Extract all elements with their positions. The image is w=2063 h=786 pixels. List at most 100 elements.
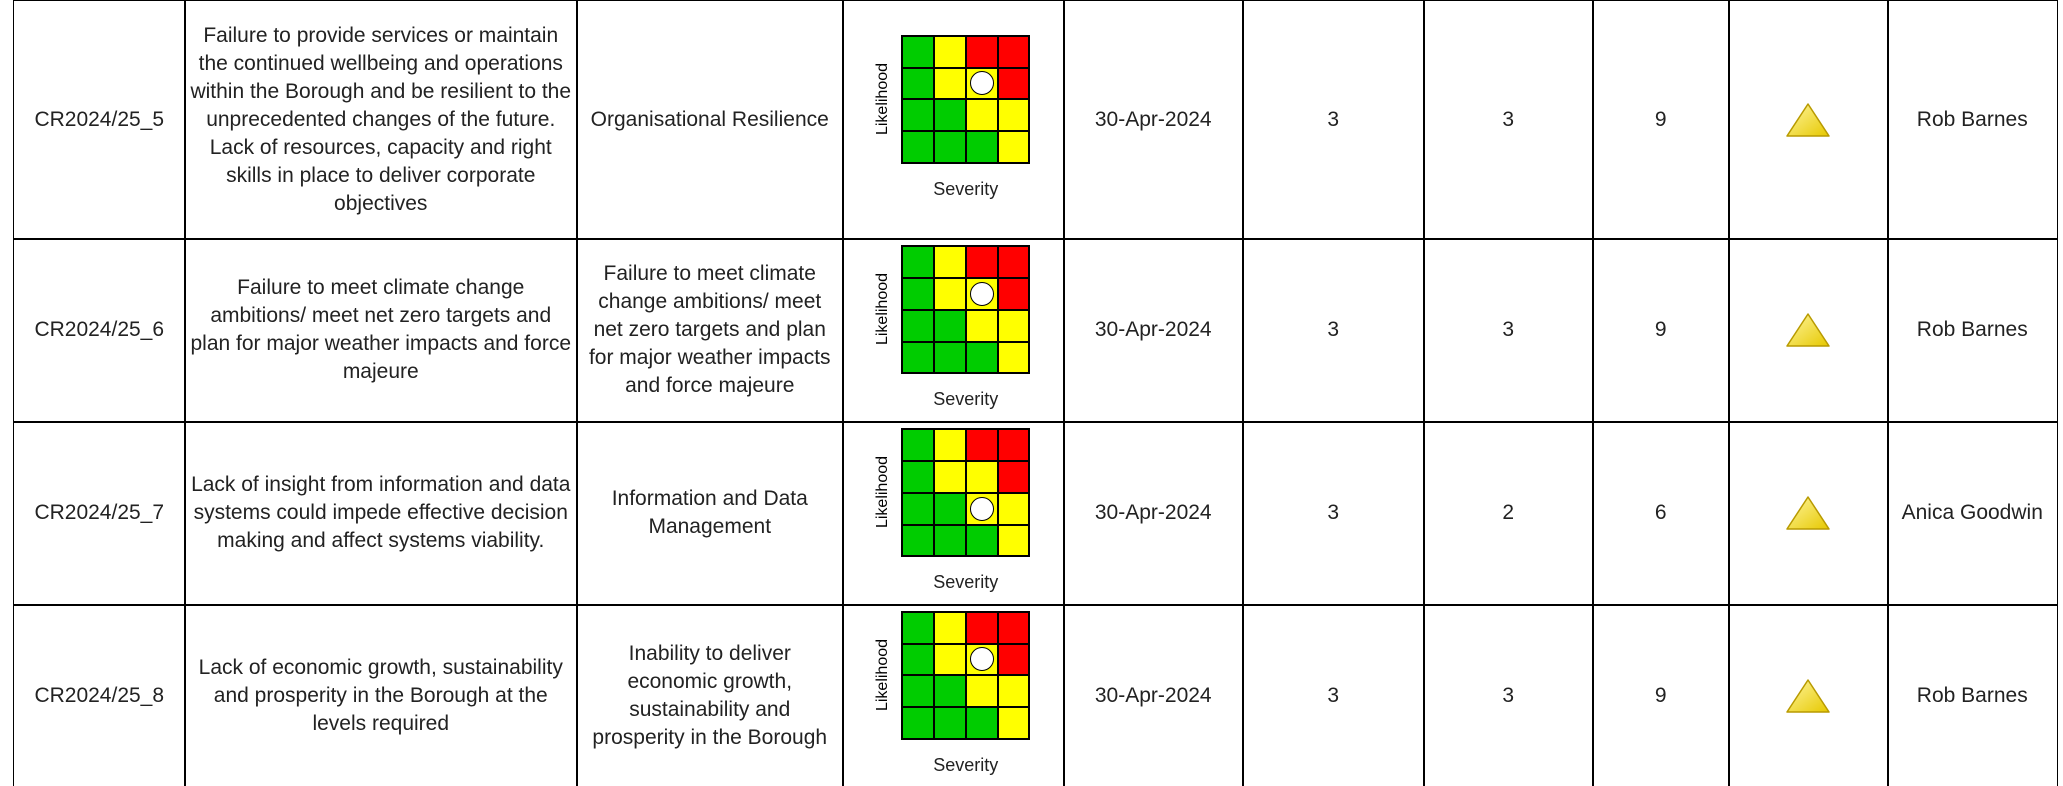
matrix-grid (901, 34, 1031, 164)
matrix-cell (997, 67, 1030, 100)
matrix-cell (997, 341, 1030, 374)
table-cell: Likelihood Severity (842, 0, 1065, 240)
matrix-cell (997, 278, 1030, 310)
table-cell: CR2024/25_8 (13, 604, 186, 786)
cell-text: CR2024/25_6 (34, 318, 165, 342)
table-cell: Anica Goodwin (1887, 421, 2058, 606)
cell-text: Information and Data Management (611, 487, 808, 539)
cell-text: 30-Apr-2024 (1094, 107, 1212, 131)
matrix-cell (997, 492, 1030, 525)
status-icon (1786, 313, 1830, 347)
matrix-cell (934, 492, 966, 525)
matrix-cell (997, 246, 1030, 278)
table-cell: Failure to meet climate change ambitions… (576, 238, 844, 423)
matrix-cell (965, 99, 998, 131)
table-cell: Rob Barnes (1887, 604, 2058, 786)
cell-text: 3 (1502, 318, 1515, 342)
matrix-cell (934, 461, 966, 493)
matrix-cell (934, 707, 966, 739)
cell-text: 3 (1327, 107, 1340, 131)
table-cell: CR2024/25_7 (13, 421, 186, 606)
cell-text: Failure to meet climate change ambitions… (588, 262, 831, 398)
risk-marker (969, 647, 994, 672)
matrix-cell (997, 524, 1030, 557)
matrix-cell (934, 675, 966, 707)
likelihood-label: Likelihood (874, 273, 892, 346)
matrix-cell (997, 461, 1030, 493)
matrix-cell (934, 131, 966, 163)
risk-marker (969, 281, 994, 306)
matrix-cell (902, 675, 934, 707)
cell-text: 2 (1502, 501, 1515, 525)
table-cell: Failure to meet climate change ambitions… (184, 238, 578, 423)
matrix-cell (902, 278, 934, 310)
table-cell: Organisational Resilience (576, 0, 844, 240)
cell-text: Lack of insight from information and dat… (191, 473, 571, 553)
severity-label: Severity (933, 389, 999, 410)
severity-label: Severity (933, 754, 999, 775)
matrix-cell (997, 309, 1030, 342)
cell-text: 3 (1327, 501, 1340, 525)
matrix-cell (934, 99, 966, 131)
table-cell: 2 (1423, 421, 1594, 606)
status-icon (1786, 103, 1830, 137)
table-cell: 9 (1592, 604, 1730, 786)
table-cell: 3 (1423, 238, 1594, 423)
cell-text: 3 (1327, 683, 1340, 707)
cell-text: CR2024/25_5 (34, 107, 165, 131)
table-cell: Information and Data Management (576, 421, 844, 606)
matrix-cell (902, 707, 934, 739)
severity-label: Severity (933, 572, 999, 593)
matrix-cell (902, 131, 934, 163)
matrix-cell (997, 35, 1030, 68)
status-icon (1786, 496, 1830, 530)
matrix-cell (934, 524, 966, 557)
table-cell (1728, 421, 1889, 606)
table-cell: Failure to provide services or maintain … (184, 0, 578, 240)
matrix-grid (901, 428, 1031, 558)
cell-text: Lack of economic growth, sustainability … (198, 655, 563, 735)
matrix-cell (902, 461, 934, 493)
cell-text: 30-Apr-2024 (1094, 501, 1212, 525)
matrix-cell (997, 707, 1030, 739)
cell-text: 3 (1502, 683, 1515, 707)
risk-matrix: Likelihood Severity (873, 610, 1033, 781)
cell-text: Rob Barnes (1916, 318, 2028, 342)
table-cell: 3 (1242, 238, 1425, 423)
matrix-cell (965, 611, 998, 644)
matrix-cell (934, 341, 966, 374)
matrix-cell (902, 492, 934, 525)
cell-text: 3 (1502, 107, 1515, 131)
matrix-grid (901, 610, 1031, 740)
risk-marker (969, 496, 994, 521)
matrix-cell (934, 611, 966, 644)
cell-text: Failure to meet climate change ambitions… (190, 276, 571, 384)
matrix-cell (902, 67, 934, 100)
table-cell: Likelihood Severity (842, 238, 1065, 423)
table-cell (1728, 238, 1889, 423)
cell-text: Inability to deliver economic growth, su… (592, 641, 828, 749)
matrix-cell (965, 429, 998, 461)
matrix-grid (901, 245, 1031, 375)
table-cell: 30-Apr-2024 (1063, 604, 1244, 786)
table-cell: 9 (1592, 0, 1730, 240)
matrix-cell (965, 35, 998, 68)
cell-text: CR2024/25_7 (34, 501, 165, 525)
matrix-cell (902, 429, 934, 461)
cell-text: 9 (1654, 683, 1667, 707)
likelihood-label: Likelihood (874, 62, 892, 135)
table-cell: Rob Barnes (1887, 238, 2058, 423)
cell-text: 6 (1654, 501, 1667, 525)
table-cell: Lack of insight from information and dat… (184, 421, 578, 606)
matrix-cell (997, 643, 1030, 676)
table-cell: Lack of economic growth, sustainability … (184, 604, 578, 786)
cell-text: 30-Apr-2024 (1094, 683, 1212, 707)
cell-text: 9 (1654, 318, 1667, 342)
cell-text: Organisational Resilience (590, 107, 829, 131)
table-cell: 3 (1242, 0, 1425, 240)
risk-matrix: Likelihood Severity (873, 428, 1033, 598)
matrix-cell (934, 309, 966, 342)
cell-text: CR2024/25_8 (34, 683, 165, 707)
matrix-cell (965, 675, 998, 707)
